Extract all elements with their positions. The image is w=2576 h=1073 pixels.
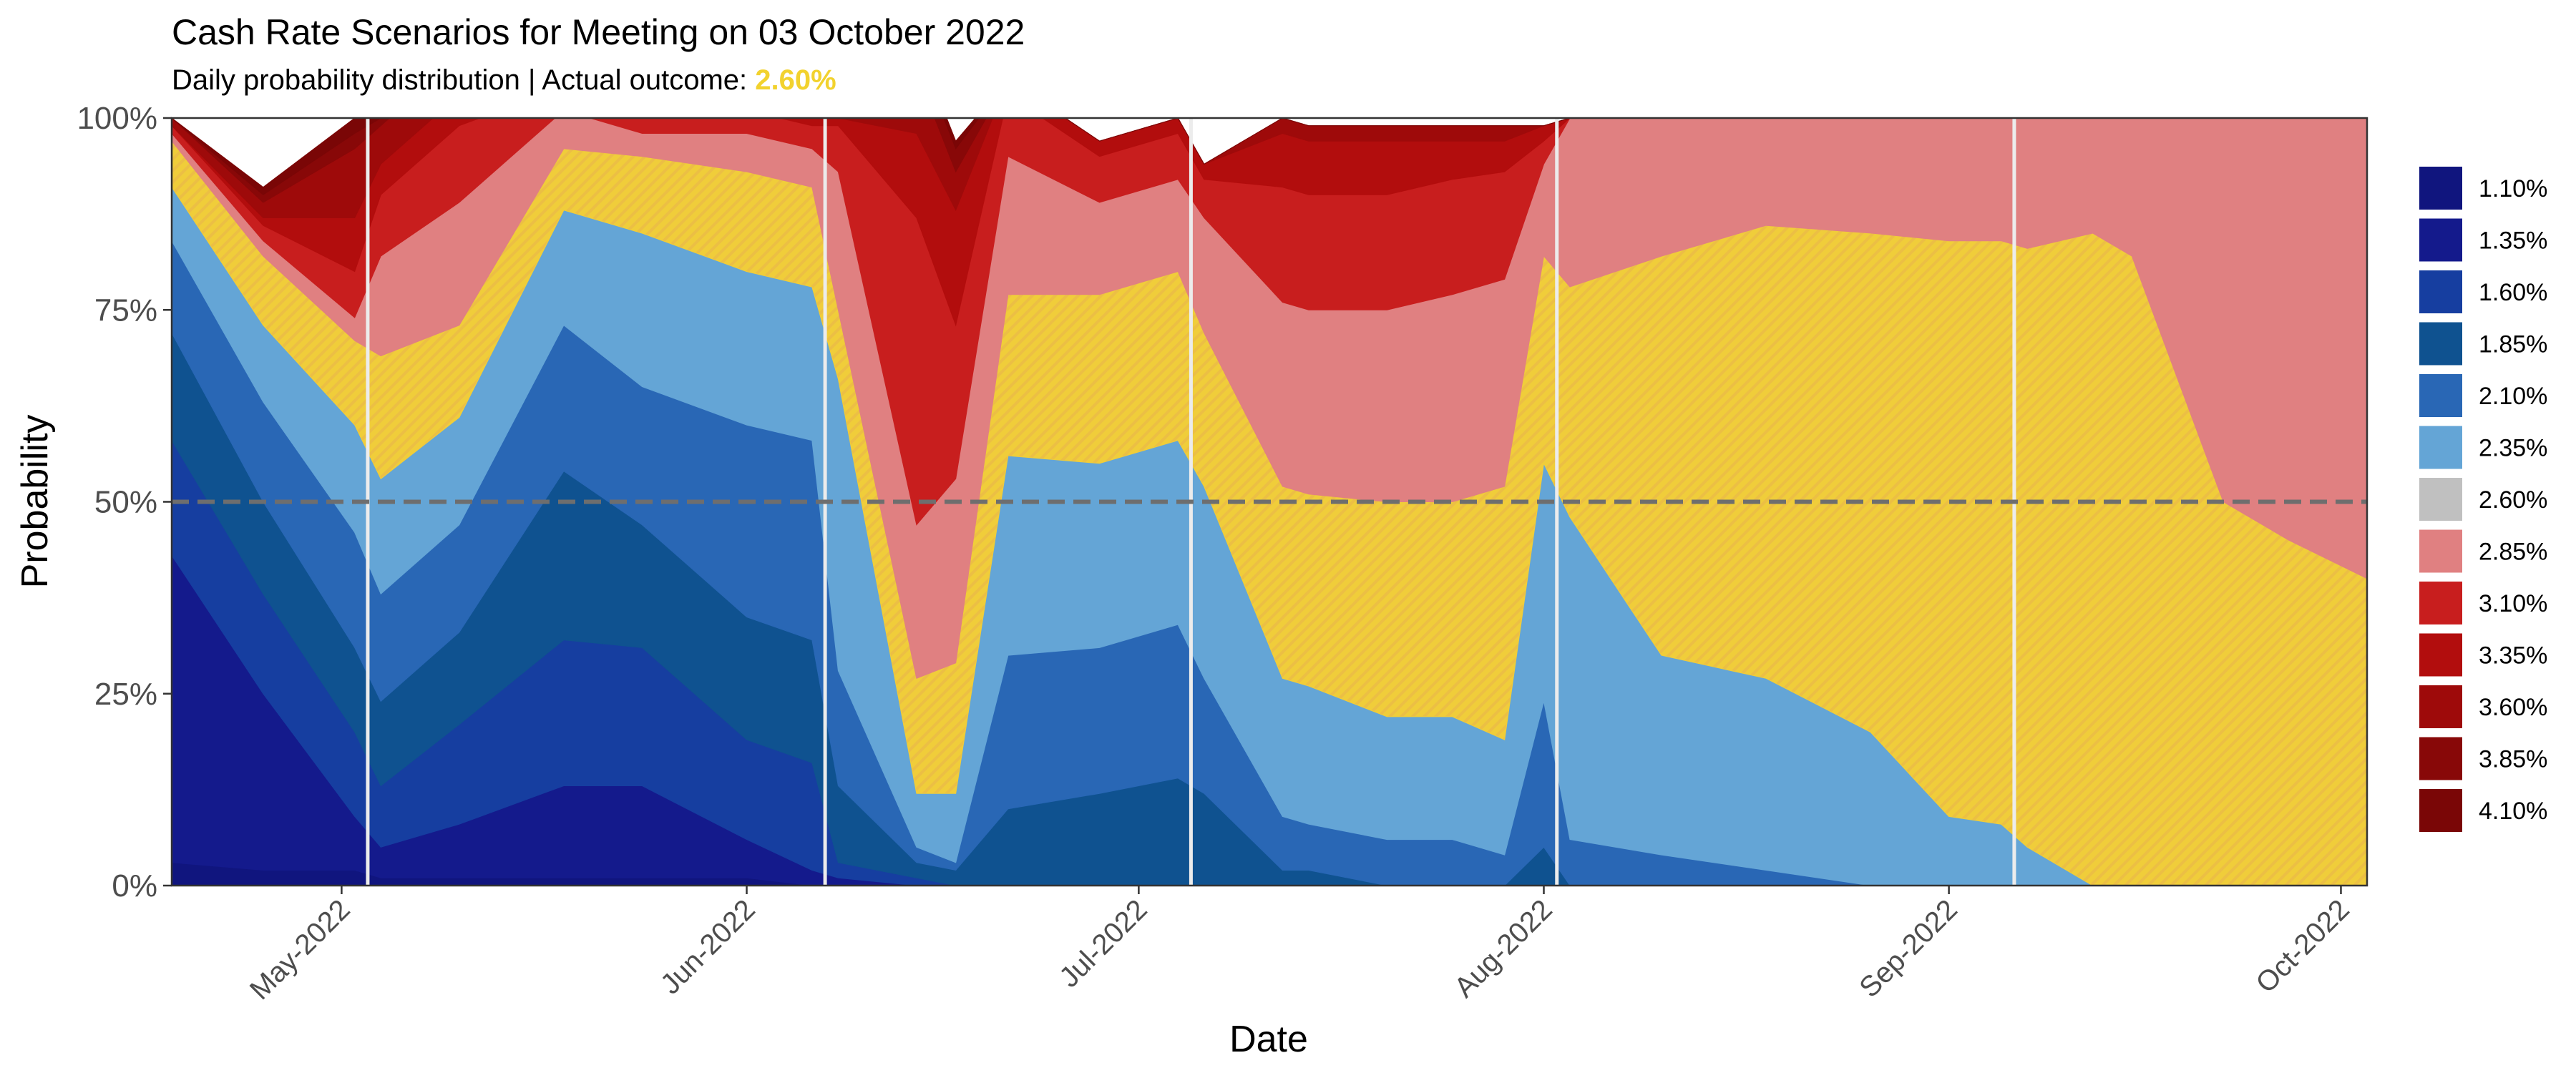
legend-swatch xyxy=(2418,320,2464,367)
subtitle-text: Daily probability distribution | Actual … xyxy=(172,64,756,96)
legend-swatch xyxy=(2418,165,2464,211)
x-tick-label: Jun-2022 xyxy=(655,893,761,1000)
y-tick-label: 75% xyxy=(94,293,157,328)
y-tick-label: 25% xyxy=(94,677,157,712)
y-tick-label: 100% xyxy=(77,101,157,136)
legend-swatch xyxy=(2418,580,2464,626)
legend-label: 2.60% xyxy=(2479,486,2547,514)
legend-label: 1.85% xyxy=(2479,331,2547,358)
legend-label: 1.35% xyxy=(2479,227,2547,255)
legend-swatch xyxy=(2418,373,2464,418)
legend-swatch xyxy=(2418,684,2464,730)
x-axis: May-2022 Jun-2022 Jul-2022 Aug-2022 Sep-2022… xyxy=(244,886,2356,1006)
legend: 1.10% 1.35% 1.60% 1.85% 2.10% 2.35% 2.60% 2.85%… xyxy=(2418,165,2547,833)
legend-swatch xyxy=(2418,424,2464,471)
legend-swatch xyxy=(2418,269,2464,315)
area-1-60pct xyxy=(172,439,2367,886)
x-tick-label: May-2022 xyxy=(244,893,356,1006)
y-tick-label: 50% xyxy=(94,485,157,520)
x-axis-title: Date xyxy=(1229,1019,1308,1060)
y-axis-title: Probability xyxy=(14,415,56,589)
legend-label: 3.10% xyxy=(2479,590,2547,617)
legend-swatch xyxy=(2418,735,2464,782)
legend-swatch xyxy=(2418,476,2464,522)
x-tick-label: Aug-2022 xyxy=(1448,893,1558,1004)
legend-label: 3.60% xyxy=(2479,694,2547,721)
y-axis: 0% 25% 50% 75% 100% xyxy=(77,101,172,903)
legend-swatch xyxy=(2418,788,2464,833)
area-4-10pct xyxy=(172,118,2367,195)
chart-subtitle: Daily probability distribution | Actual … xyxy=(172,60,836,100)
legend-label: 4.10% xyxy=(2479,798,2547,825)
chart-title: Cash Rate Scenarios for Meeting on 03 Oc… xyxy=(172,12,1025,52)
area-1-10pct xyxy=(172,862,2367,886)
x-tick-label: Jul-2022 xyxy=(1053,893,1153,994)
legend-label: 2.85% xyxy=(2479,539,2547,566)
area-series-group xyxy=(172,118,2367,886)
legend-label: 2.35% xyxy=(2479,435,2547,462)
y-tick-label: 0% xyxy=(112,868,157,903)
legend-swatch xyxy=(2418,528,2464,574)
legend-label: 1.60% xyxy=(2479,279,2547,306)
x-tick-label: Oct-2022 xyxy=(2250,893,2355,999)
area-1-35pct xyxy=(172,554,2367,886)
x-tick-label: Sep-2022 xyxy=(1853,893,1963,1004)
subtitle-outcome: 2.60% xyxy=(755,64,836,96)
legend-label: 2.10% xyxy=(2479,383,2547,410)
legend-swatch xyxy=(2418,217,2464,263)
legend-swatch xyxy=(2418,632,2464,678)
legend-label: 1.10% xyxy=(2479,175,2547,202)
legend-label: 3.35% xyxy=(2479,642,2547,670)
legend-label: 3.85% xyxy=(2479,746,2547,773)
